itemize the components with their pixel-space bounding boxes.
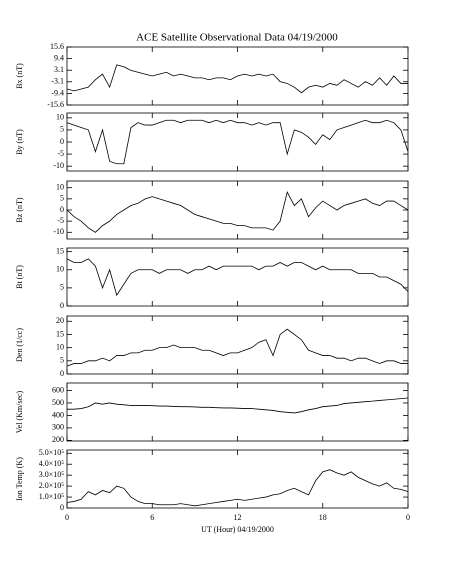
- y-tick-label: 10: [56, 183, 64, 192]
- y-tick-label: 15: [56, 246, 64, 255]
- y-tick-label: -5: [57, 216, 64, 225]
- x-tick-label: 6: [150, 513, 154, 522]
- y-tick-label: 0: [60, 503, 64, 512]
- y-tick-label: 0: [60, 369, 64, 378]
- y-tick-label: -9.4: [51, 88, 64, 97]
- data-line: [66, 328, 408, 367]
- y-tick-label: 0: [60, 301, 64, 310]
- x-tick-label: 0: [65, 513, 69, 522]
- y-tick-label: -15.6: [47, 100, 64, 109]
- data-line: [66, 119, 409, 165]
- y-tick-label: 5: [60, 125, 64, 134]
- y-tick-label: -10: [53, 161, 64, 170]
- y-tick-label: 5: [60, 194, 64, 203]
- y-tick-label: 15.6: [50, 42, 64, 51]
- y-tick-label: 5: [60, 283, 64, 292]
- data-line: [66, 64, 408, 94]
- y-tick-label: -5: [57, 149, 64, 158]
- y-tick-label: 600: [52, 385, 64, 394]
- x-tick-label: 12: [234, 513, 242, 522]
- y-tick-label: 4.0×10⁵: [39, 459, 65, 468]
- y-axis-label: Ion Temp (K): [15, 457, 24, 501]
- data-line: [66, 191, 409, 233]
- y-axis-label: Bz (nT): [15, 197, 24, 222]
- y-tick-label: 500: [52, 398, 64, 407]
- y-tick-label: 200: [52, 435, 64, 444]
- y-tick-label: 3.1: [54, 65, 64, 74]
- y-axis-label: Bt (nT): [15, 265, 24, 289]
- chart-title: ACE Satellite Observational Data 04/19/2…: [136, 32, 338, 44]
- y-axis-label: Den (1/cc): [15, 328, 24, 362]
- y-tick-label: -3.1: [51, 77, 64, 86]
- y-tick-label: 15: [56, 329, 64, 338]
- y-tick-label: 10: [56, 113, 64, 122]
- x-tick-label: 18: [319, 513, 327, 522]
- data-line: [67, 397, 409, 414]
- y-tick-label: 5: [60, 356, 64, 365]
- y-tick-label: 400: [52, 410, 64, 419]
- y-tick-label: 10: [56, 342, 64, 351]
- y-tick-label: 300: [52, 423, 64, 432]
- y-tick-label: 2.0×10⁵: [39, 481, 65, 490]
- y-tick-label: 0: [60, 205, 64, 214]
- y-tick-label: 5.0×10⁵: [39, 448, 65, 457]
- y-tick-label: 3.0×10⁵: [39, 470, 65, 479]
- y-tick-label: 9.4: [54, 53, 64, 62]
- data-line: [66, 258, 409, 297]
- y-tick-label: 10: [56, 265, 64, 274]
- x-tick-label: 0: [406, 513, 410, 522]
- data-line: [66, 469, 409, 507]
- y-axis-label: Vel (Km/sec): [15, 390, 24, 433]
- x-axis-label: UT (Hour) 04/19/2000: [201, 525, 274, 534]
- y-tick-label: 0: [60, 137, 64, 146]
- y-tick-label: -10: [53, 227, 64, 236]
- y-axis-label: Bx (nT): [15, 63, 24, 89]
- y-tick-label: 1.0×10⁵: [39, 492, 65, 501]
- y-tick-label: 20: [56, 316, 64, 325]
- y-axis-label: By (nT): [15, 129, 24, 155]
